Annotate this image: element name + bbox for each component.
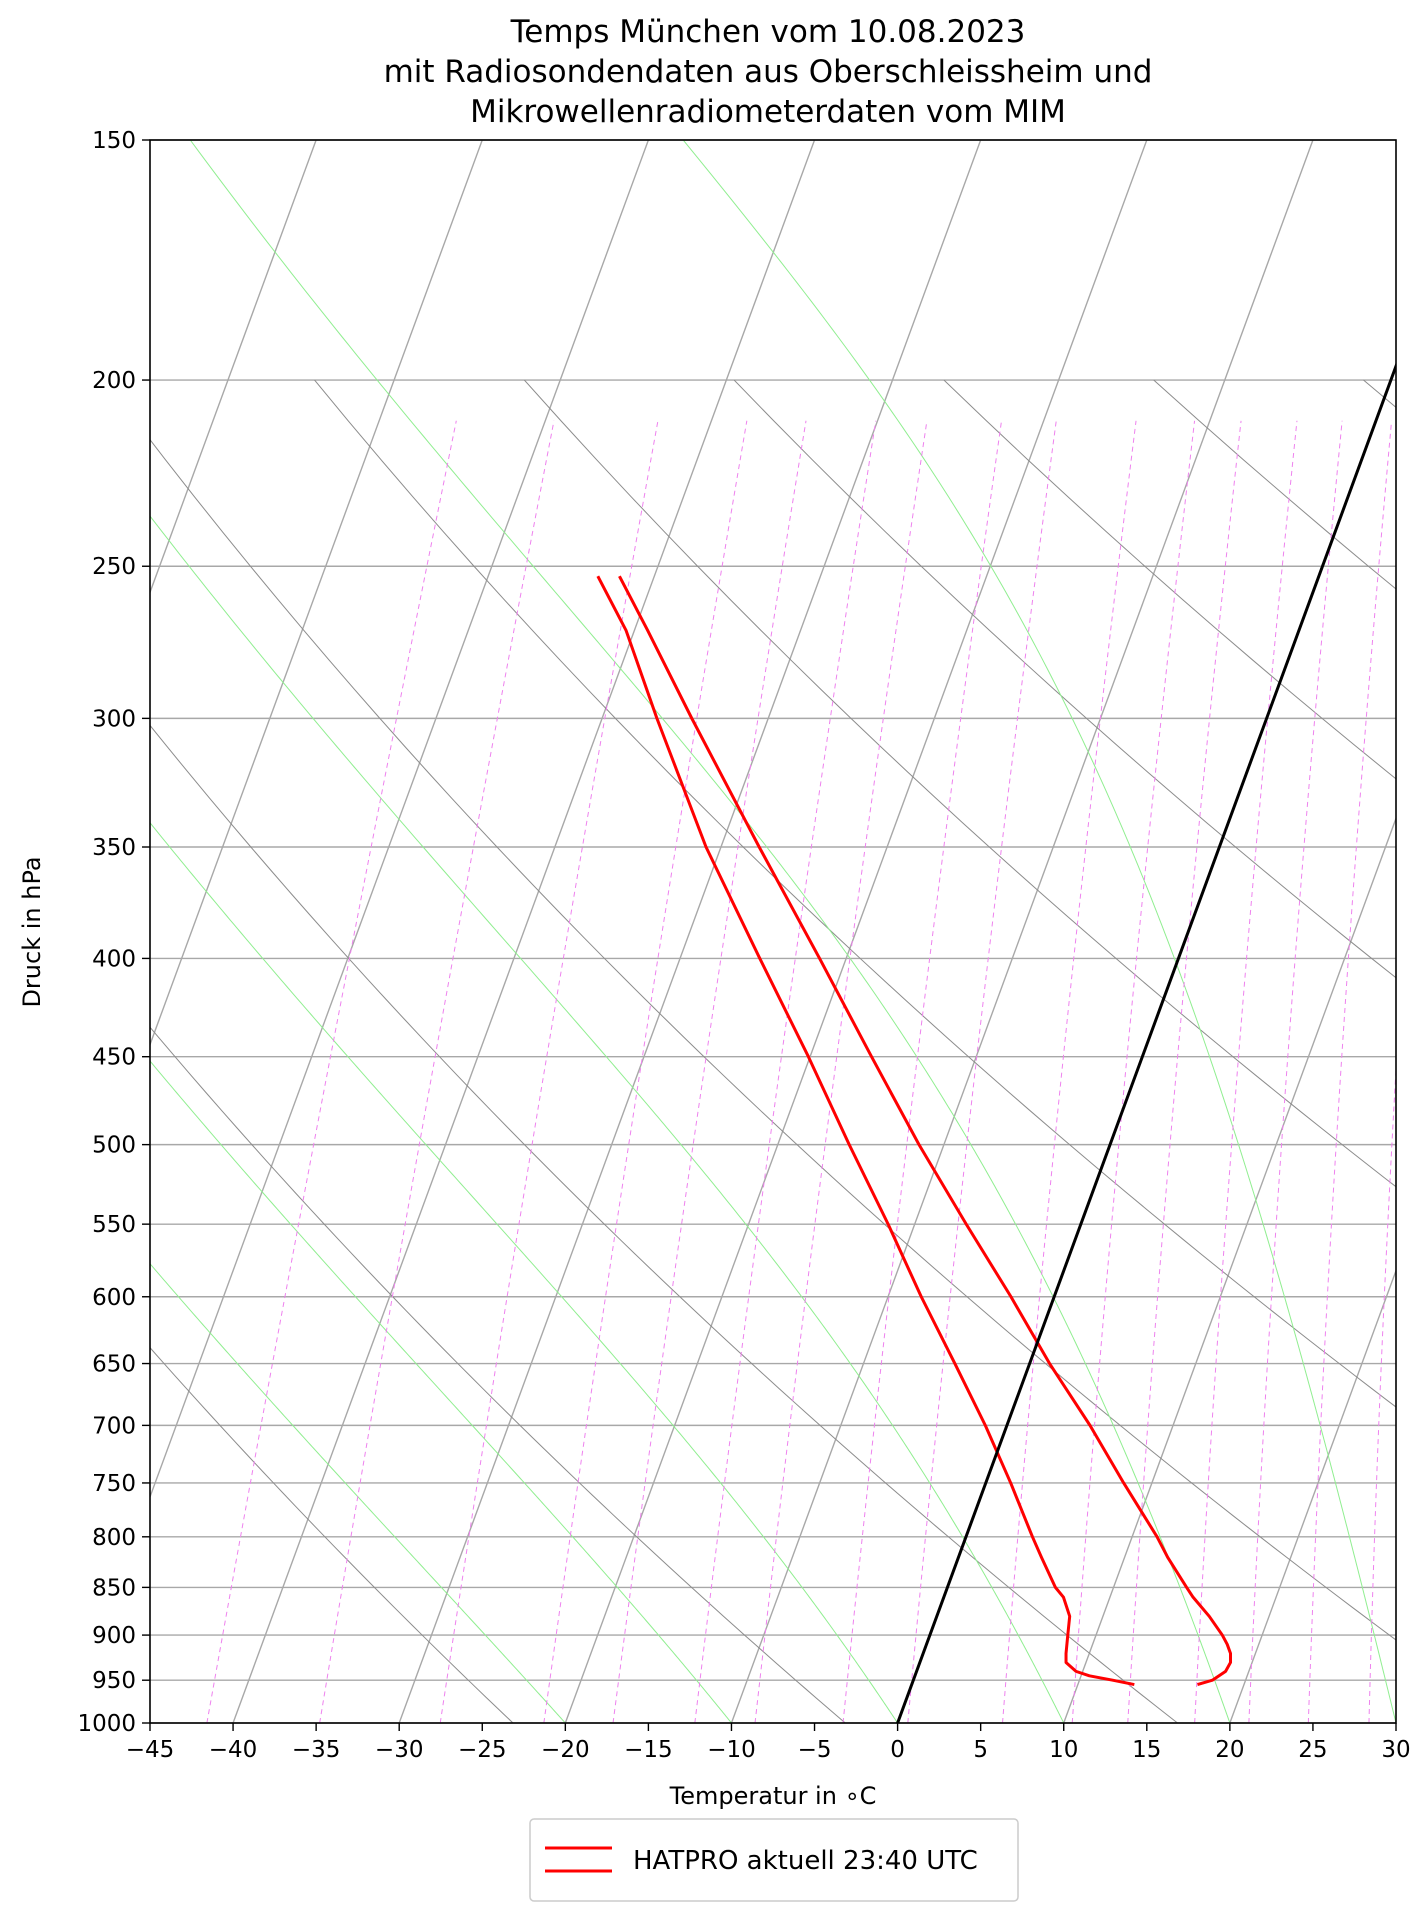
y-tick-label: 350 <box>92 835 136 861</box>
mixing-ratio-0.7 <box>543 420 748 1723</box>
x-tick-label: 5 <box>973 1737 988 1763</box>
mixing-ratio-10 <box>1127 420 1242 1723</box>
isotherm--50 <box>150 140 650 1499</box>
x-tick-label: −20 <box>541 1737 590 1763</box>
mixing-ratio-20 <box>1307 420 1393 1723</box>
y-tick-label: 150 <box>92 128 136 154</box>
y-tick-label: 900 <box>92 1623 136 1649</box>
isotherm--20 <box>564 140 1148 1723</box>
legend-label: HATPRO aktuell 23:40 UTC <box>633 1846 978 1876</box>
y-tick-label: 250 <box>92 554 136 580</box>
isotherm-20 <box>1229 1268 1396 1723</box>
isotherms <box>150 140 1396 1723</box>
y-tick-label: 550 <box>92 1212 136 1238</box>
mixing-ratio-4 <box>907 420 1057 1723</box>
y-tick-label: 1000 <box>77 1711 136 1737</box>
x-tick-label: 15 <box>1132 1737 1161 1763</box>
isotherm--60 <box>150 140 483 1047</box>
y-tick-label: 650 <box>92 1352 136 1378</box>
mixing-ratio-13 <box>1194 420 1298 1723</box>
x-tick-label: −15 <box>624 1737 673 1763</box>
isotherm--30 <box>398 140 982 1723</box>
x-tick-label: −45 <box>126 1737 175 1763</box>
x-axis-ticks: −45 −40 −35 −30 −25 −20 −15 −10 −5 0 5 10 15 20 25 30 <box>126 1723 1411 1763</box>
mixing-ratio-1 <box>612 420 807 1723</box>
x-tick-label: 20 <box>1215 1737 1244 1763</box>
dry-adiabat-410 <box>1153 379 1396 590</box>
moist-adiabat-30 <box>682 140 1396 1723</box>
x-tick-label: −35 <box>292 1737 341 1763</box>
moist-adiabat-20 <box>189 140 1231 1723</box>
y-tick-label: 700 <box>92 1413 136 1439</box>
moist-adiabat-10 <box>150 515 1065 1723</box>
legend-box <box>529 1818 1019 1902</box>
plot-frame <box>149 139 1397 1724</box>
moist-adiabat--10 <box>150 1060 732 1723</box>
moist-adiabat--20 <box>150 1263 566 1723</box>
mixing-ratio-2 <box>754 420 928 1723</box>
isotherm--70 <box>150 140 317 595</box>
moist-adiabat-0 <box>150 821 899 1723</box>
chart-title: Temps München vom 10.08.2023 mit Radioso… <box>384 14 1153 130</box>
y-tick-label: 500 <box>92 1133 136 1159</box>
moist-adiabats <box>150 140 1396 1723</box>
x-tick-label: −25 <box>458 1737 507 1763</box>
y-tick-label: 450 <box>92 1045 136 1071</box>
y-tick-label: 750 <box>92 1471 136 1497</box>
mixing-ratio-16 <box>1248 420 1343 1723</box>
mixing-ratio-1.5 <box>694 420 877 1723</box>
mixing-ratio-25 <box>1368 1061 1396 1723</box>
x-tick-label: −40 <box>209 1737 258 1763</box>
dry-adiabats <box>150 379 1396 1723</box>
x-tick-label: 10 <box>1049 1737 1078 1763</box>
x-tick-label: −10 <box>707 1737 756 1763</box>
x-tick-label: 25 <box>1298 1737 1327 1763</box>
isotherm--10 <box>730 140 1314 1723</box>
dry-adiabat-250 <box>150 1346 514 1723</box>
mixing-ratio-0.4 <box>439 420 659 1723</box>
x-tick-label: 0 <box>890 1737 905 1763</box>
mixing-ratio-0.1 <box>206 420 457 1723</box>
zero-degree-isotherm <box>896 361 1396 1723</box>
isotherm-0 <box>896 364 1396 1723</box>
y-tick-label: 950 <box>92 1668 136 1694</box>
dewpoint-profile <box>596 575 1135 1687</box>
isotherm-30 <box>1395 1720 1396 1723</box>
y-axis-ticks: 150 200 250 300 350 400 450 500 550 600 650 700 750 8… <box>77 128 150 1737</box>
mixing-ratio-0.2 <box>319 420 555 1723</box>
isotherm-10 <box>1063 816 1396 1723</box>
dry-adiabat-290 <box>150 724 1178 1723</box>
legend: HATPRO aktuell 23:40 UTC <box>529 1818 1019 1902</box>
x-axis-label: Temperatur in ∘C <box>669 1782 877 1810</box>
x-tick-label: 30 <box>1381 1737 1410 1763</box>
mixing-ratio-8 <box>1071 420 1196 1723</box>
y-tick-label: 200 <box>92 368 136 394</box>
data-series <box>596 361 1396 1723</box>
dry-adiabat-390 <box>943 379 1396 780</box>
mixing-ratio-30 <box>1419 421 1427 1723</box>
title-line-3: Mikrowellenradiometerdaten vom MIM <box>470 94 1066 130</box>
x-tick-label: −30 <box>375 1737 424 1763</box>
y-tick-label: 850 <box>92 1575 136 1601</box>
pressure-grid <box>150 139 1396 1724</box>
isotherm--40 <box>232 140 816 1723</box>
temperature-profile <box>618 575 1233 1687</box>
y-tick-label: 600 <box>92 1285 136 1311</box>
mixing-ratio-6 <box>1002 420 1137 1723</box>
dry-adiabat-330 <box>314 379 1396 1408</box>
plot-area <box>150 140 1427 1723</box>
y-axis-label: Druck in hPa <box>18 856 46 1007</box>
dry-adiabat-370 <box>733 379 1396 979</box>
mixing-ratio-3 <box>842 420 1003 1723</box>
mixing-ratio-lines <box>206 420 1427 1723</box>
dry-adiabat-310 <box>150 438 1396 1641</box>
title-line-2: mit Radiosondendaten aus Oberschleisshei… <box>384 54 1153 90</box>
x-tick-label: −5 <box>798 1737 832 1763</box>
y-tick-label: 800 <box>92 1525 136 1551</box>
y-tick-label: 300 <box>92 706 136 732</box>
dry-adiabat-350 <box>523 379 1396 1188</box>
y-tick-label: 400 <box>92 946 136 972</box>
title-line-1: Temps München vom 10.08.2023 <box>510 14 1026 50</box>
